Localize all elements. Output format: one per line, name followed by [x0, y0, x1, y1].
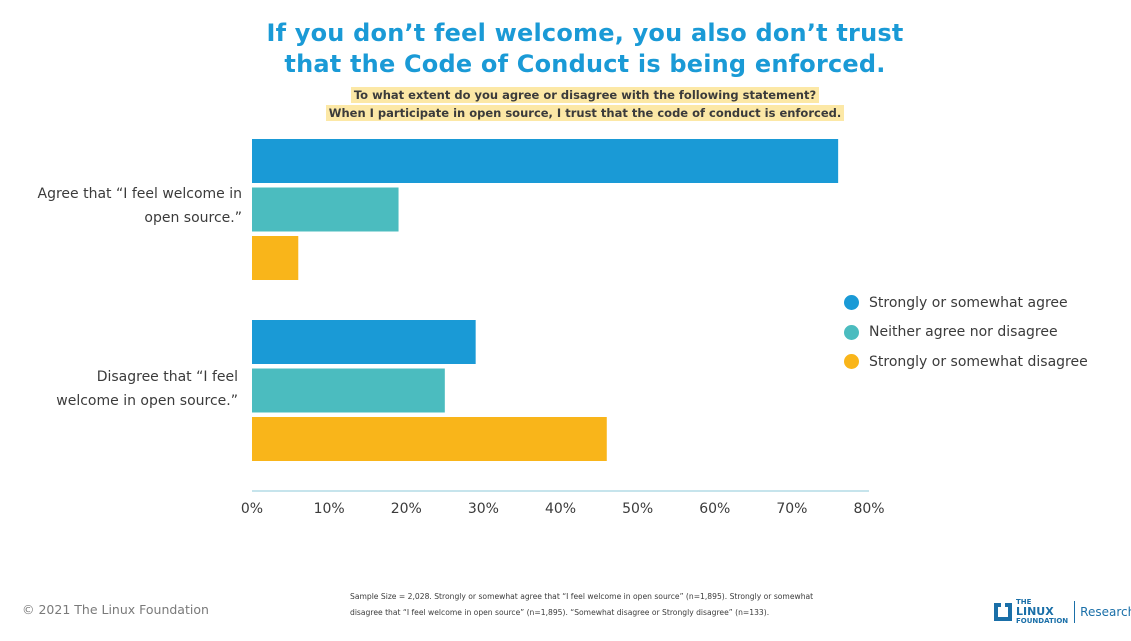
logo-the: THE — [1016, 598, 1032, 606]
bar-agree-category-1 — [252, 139, 839, 183]
bar-neither-category-2 — [252, 368, 445, 413]
logo-foundation: FOUNDATION — [1016, 617, 1069, 625]
title-line-1: If you don’t feel welcome, you also don’… — [266, 19, 904, 47]
category-label-disagree-line-1: Disagree that “I feel — [96, 369, 238, 385]
logo-divider — [1074, 600, 1076, 623]
survey-question: To what extent do you agree or disagree … — [230, 86, 940, 122]
copyright-text: © 2021 The Linux Foundation — [22, 602, 209, 617]
question-line-2: When I participate in open source, I tru… — [325, 105, 845, 121]
category-label-disagree: Disagree that “I feel welcome in open so… — [18, 365, 238, 413]
x-tick-label: 40% — [545, 501, 576, 517]
legend-swatch-disagree — [844, 354, 859, 370]
legend-item-neither: Neither agree nor disagree — [844, 318, 1088, 348]
legend-label-disagree: Strongly or somewhat disagree — [869, 353, 1088, 370]
category-label-disagree-line-2: welcome in open source.” — [56, 393, 238, 409]
x-tick-label: 60% — [699, 501, 730, 517]
logo-research: Research — [1080, 604, 1131, 619]
x-tick-label: 20% — [391, 501, 422, 517]
logo-wordmark: THE LINUX FOUNDATION — [1016, 598, 1068, 625]
footnote-line-1: Sample Size = 2,028. Strongly or somewha… — [350, 592, 814, 601]
legend-swatch-neither — [844, 324, 859, 340]
legend-swatch-agree — [844, 295, 859, 311]
sample-size-footnote: Sample Size = 2,028. Strongly or somewha… — [350, 589, 880, 621]
x-tick-label: 70% — [776, 501, 807, 517]
bar-disagree-category-1 — [252, 236, 299, 280]
legend-label-agree: Strongly or somewhat agree — [869, 294, 1068, 311]
x-tick-label: 0% — [241, 501, 263, 517]
chart-legend: Strongly or somewhat agree Neither agree… — [844, 288, 1088, 377]
footnote-line-2: disagree that “I feel welcome in open so… — [350, 608, 770, 617]
question-line-1: To what extent do you agree or disagree … — [350, 87, 820, 103]
category-label-agree-line-1: Agree that “I feel welcome in — [37, 186, 242, 202]
category-label-agree-line-2: open source.” — [144, 210, 242, 226]
logo-linux: LINUX — [1016, 605, 1054, 618]
chart-title: If you don’t feel welcome, you also don’… — [180, 18, 990, 80]
linux-foundation-logo-icon — [994, 602, 1012, 621]
x-tick-label: 10% — [314, 501, 345, 517]
x-tick-label: 30% — [468, 501, 499, 517]
legend-label-neither: Neither agree nor disagree — [869, 324, 1058, 341]
x-tick-label: 80% — [853, 501, 884, 517]
linux-foundation-research-logo: THE LINUX FOUNDATION Research — [994, 598, 1131, 625]
bar-disagree-category-2 — [252, 417, 607, 461]
bar-neither-category-1 — [252, 187, 399, 232]
title-line-2: that the Code of Conduct is being enforc… — [284, 50, 886, 78]
legend-item-agree: Strongly or somewhat agree — [844, 288, 1088, 318]
x-tick-label: 50% — [622, 501, 653, 517]
bar-agree-category-2 — [252, 320, 476, 364]
category-label-agree: Agree that “I feel welcome in open sourc… — [22, 182, 242, 230]
legend-item-disagree: Strongly or somewhat disagree — [844, 347, 1088, 377]
